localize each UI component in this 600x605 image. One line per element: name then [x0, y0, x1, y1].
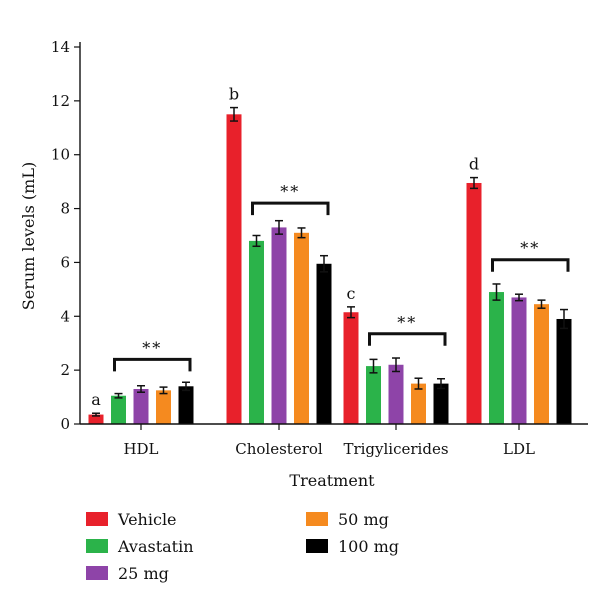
bar [534, 304, 549, 424]
bar [178, 386, 194, 424]
significance-bracket [491, 258, 570, 272]
bar [111, 395, 126, 424]
bar [433, 383, 449, 424]
legend-label: Vehicle [117, 510, 177, 529]
letter-annotation: b [229, 85, 239, 104]
bar [343, 312, 359, 424]
bar [271, 227, 287, 424]
bar [133, 388, 149, 424]
bar [156, 390, 171, 424]
x-tick-label: Trigylicerides [343, 440, 448, 458]
y-tick-label: 10 [51, 146, 70, 164]
bar [489, 292, 504, 424]
legend-label: 25 mg [118, 564, 169, 583]
bar [316, 263, 332, 424]
significance-label: ** [142, 338, 162, 357]
letter-annotation: a [91, 390, 101, 409]
y-tick-label: 12 [51, 92, 70, 110]
bars [88, 106, 572, 425]
significance-label: ** [397, 313, 417, 332]
bar [511, 297, 527, 424]
annotations: a ** b ** c ** d ** [91, 85, 570, 409]
bar [411, 383, 426, 424]
y-tick-label: 14 [51, 38, 70, 56]
bar [88, 414, 104, 424]
y-tick-label: 2 [60, 361, 70, 379]
letter-annotation: d [469, 155, 479, 174]
bar [294, 232, 309, 424]
x-axis-title: Treatment [289, 471, 375, 490]
axes: Serum levels (mL) Treatment 0 2 4 6 8 10 12 14 H… [19, 38, 588, 490]
x-tick-label: HDL [123, 440, 158, 458]
x-tick-label: LDL [503, 440, 535, 458]
y-axis-title: Serum levels (mL) [19, 162, 38, 310]
y-tick-label: 0 [60, 415, 70, 433]
significance-bracket [113, 357, 192, 372]
legend-swatch [86, 512, 108, 526]
bar [249, 240, 264, 424]
letter-annotation: c [347, 284, 356, 303]
significance-bracket [251, 201, 330, 216]
legend-label: 100 mg [338, 537, 399, 556]
significance-bracket [368, 332, 447, 346]
y-tick-label: 4 [60, 307, 70, 325]
x-tick-label: Cholesterol [235, 440, 323, 458]
significance-label: ** [520, 239, 540, 258]
legend-swatch [306, 512, 328, 526]
bar [366, 366, 381, 424]
legend-swatch [86, 566, 108, 580]
legend-swatch [86, 539, 108, 553]
legend-label: Avastatin [117, 537, 194, 556]
significance-label: ** [280, 182, 300, 201]
bar [226, 114, 242, 425]
bar [388, 364, 404, 424]
y-tick-label: 6 [60, 253, 70, 271]
legend-label: 50 mg [338, 510, 389, 529]
bar [466, 182, 482, 424]
legend-swatch [306, 539, 328, 553]
y-tick-label: 8 [60, 200, 70, 218]
legend: Vehicle Avastatin 25 mg 50 mg 100 mg [86, 510, 399, 583]
bar [556, 318, 572, 424]
